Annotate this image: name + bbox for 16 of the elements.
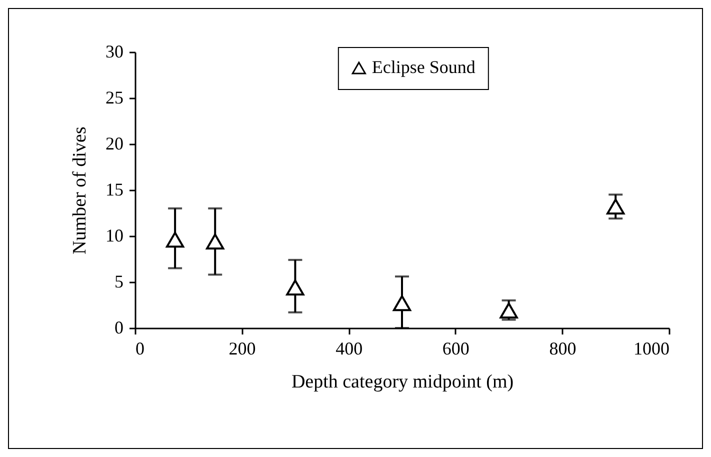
legend-label: Eclipse Sound — [372, 57, 476, 77]
x-axis-title: Depth category midpoint (m) — [291, 372, 514, 392]
y-tick-label: 20 — [106, 134, 124, 154]
y-tick-label: 30 — [106, 42, 124, 62]
x-tick-label: 400 — [336, 338, 363, 358]
y-tick-label: 15 — [106, 180, 124, 200]
y-tick-label: 10 — [106, 226, 124, 246]
y-tick-label: 5 — [114, 272, 124, 292]
x-tick-label: 800 — [549, 338, 576, 358]
x-tick-label: 600 — [442, 338, 470, 358]
x-tick-label: 0 — [136, 338, 144, 358]
x-tick-label: 1000 — [634, 338, 670, 358]
y-tick-label: 0 — [114, 318, 124, 338]
y-axis-title: Number of dives — [70, 126, 90, 254]
y-tick-label: 25 — [106, 88, 124, 108]
x-tick-label: 200 — [228, 338, 256, 358]
